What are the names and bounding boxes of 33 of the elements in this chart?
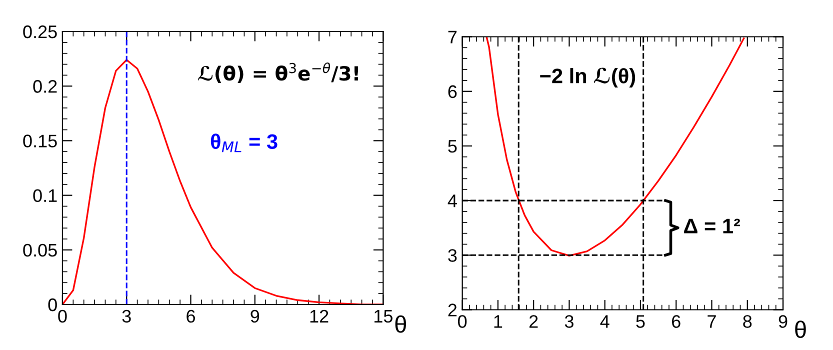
y-tick-label: 4 (448, 194, 457, 208)
y-tick-label: 0 (48, 298, 57, 312)
x-tick-label: 7 (708, 315, 716, 328)
x-tick-label: 3 (564, 315, 574, 328)
x-tick-label: 8 (743, 315, 752, 328)
x-tick-label: 6 (186, 310, 195, 323)
y-tick-label: 0.1 (33, 189, 57, 202)
x-axis-title: θ (795, 320, 806, 338)
y-tick-label: 0.2 (33, 80, 57, 93)
x-tick-label: 3 (122, 310, 131, 323)
x-tick-label: 5 (636, 315, 645, 328)
x-tick-label: 6 (672, 315, 680, 328)
x-tick-label: 15 (374, 310, 392, 323)
y-tick-label: 0.05 (23, 244, 57, 257)
ref-line-label: θ$_{ML}$ = 3 (210, 134, 278, 152)
x-tick-label: 0 (458, 315, 467, 328)
y-tick-label: 3 (448, 249, 457, 262)
y-tick-label: 0.25 (23, 25, 57, 38)
x-tick-label: 9 (250, 310, 260, 323)
x-tick-label: 1 (494, 315, 502, 328)
y-tick-label: 5 (448, 140, 457, 153)
y-tick-label: 7 (448, 30, 457, 44)
x-tick-label: 4 (600, 315, 610, 328)
x-tick-label: 12 (310, 310, 328, 322)
x-axis-title: θ (395, 315, 406, 333)
annotation: ℒ(θ) = θ$^{3}$e$^{−θ}$/3! (198, 62, 358, 84)
x-tick-label: 2 (529, 315, 538, 328)
x-tick-label: 9 (778, 315, 788, 328)
y-tick-label: 6 (448, 85, 457, 98)
annotation: −2 ln ℒ(θ) (540, 68, 636, 88)
y-tick-label: 0.15 (23, 134, 57, 148)
x-tick-label: 0 (58, 310, 67, 323)
annotation: Δ = 1² (684, 218, 740, 234)
